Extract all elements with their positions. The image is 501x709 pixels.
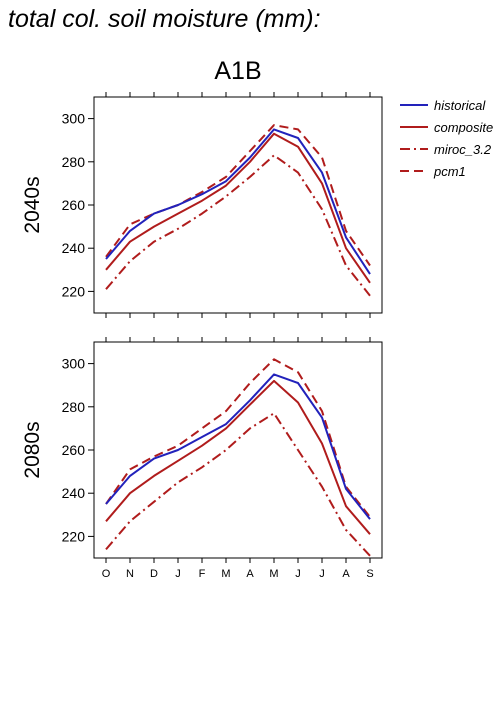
x-tick-label: M [269, 568, 278, 580]
panel-frame [93, 96, 383, 314]
x-tick-label: M [221, 568, 230, 580]
legend-item: pcm1 [400, 164, 466, 179]
series-line-miroc-3-2 [105, 412, 371, 557]
series-line-pcm1 [105, 358, 371, 518]
x-tick-label: A [342, 568, 350, 580]
x-tick-label: N [126, 568, 134, 580]
y-tick-label: 260 [62, 197, 86, 213]
panel-frame [93, 341, 383, 559]
y-tick-label: 280 [62, 154, 86, 170]
legend-label: composite [434, 120, 493, 135]
x-tick-label: D [150, 568, 158, 580]
series-line-composite [105, 132, 371, 284]
page-title: total col. soil moisture (mm): [8, 5, 321, 33]
panel-label: 2040s [21, 176, 44, 233]
panel-label: 2080s [21, 421, 44, 478]
series-line-historical [105, 128, 371, 275]
legend-label: miroc_3.2 [434, 142, 492, 157]
y-tick-label: 300 [62, 111, 86, 127]
x-tick-label: J [175, 568, 181, 580]
y-tick-label: 260 [62, 442, 86, 458]
panel-2040s: 2040s 220 240 260 280 300 [21, 92, 383, 318]
y-tick-label: 220 [62, 528, 86, 544]
scenario-title: A1B [214, 57, 261, 85]
panels: 2040s 220 240 260 280 300 2080s 220 240 260 280 300… [21, 92, 383, 580]
legend-label: pcm1 [433, 164, 466, 179]
y-tick-label: 240 [62, 485, 86, 501]
legend-item: composite [400, 120, 493, 135]
x-tick-label: O [102, 568, 111, 580]
x-tick-label: F [199, 568, 206, 580]
legend-item: miroc_3.2 [400, 142, 492, 157]
series-line-composite [105, 379, 371, 535]
x-tick-label: J [295, 568, 301, 580]
series-line-historical [105, 373, 371, 520]
y-tick-label: 280 [62, 399, 86, 415]
legend-item: historical [400, 98, 486, 113]
series-line-miroc-3-2 [105, 154, 371, 297]
y-tick-label: 220 [62, 283, 86, 299]
y-tick-label: 240 [62, 240, 86, 256]
panel-2080s: 2080s 220 240 260 280 300 O N D J F M A M J J A S [21, 337, 383, 580]
legend: historical composite miroc_3.2 pcm1 [400, 98, 493, 179]
x-tick-label: A [246, 568, 254, 580]
x-tick-label: S [366, 568, 373, 580]
y-tick-label: 300 [62, 356, 86, 372]
legend-label: historical [434, 98, 486, 113]
x-tick-label: J [319, 568, 325, 580]
